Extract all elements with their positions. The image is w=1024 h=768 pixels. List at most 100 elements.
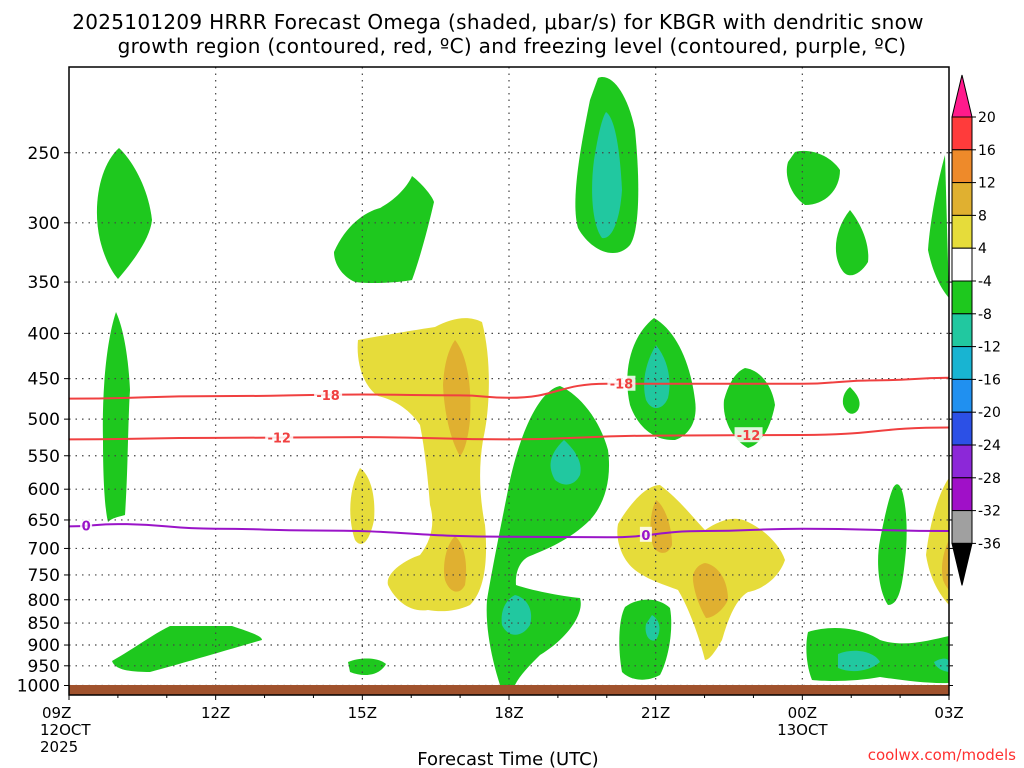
x-tick-sublabel: 13OCT	[777, 721, 828, 739]
y-tick-label: 1000	[17, 677, 60, 697]
contour-label-bg	[265, 429, 294, 445]
y-tick-label: 350	[28, 273, 60, 293]
contours: -18 -18 -12 -12 0 0	[69, 375, 949, 544]
colorbar-swatch	[951, 149, 973, 184]
y-tick-label: 450	[28, 370, 60, 390]
y-tick-label: 550	[28, 447, 60, 467]
omega-region-teal	[550, 440, 581, 485]
omega-region-orange	[443, 340, 471, 456]
omega-region-green	[334, 176, 434, 284]
y-tick-label: 850	[28, 614, 60, 634]
colorbar-triangle-top	[951, 74, 973, 118]
x-tick-label: 00Z	[788, 704, 817, 722]
omega-region-teal	[501, 595, 532, 635]
colorbar-label: -28	[978, 471, 1001, 487]
omega-region-green	[786, 150, 840, 205]
contour-line-dgz_-12C	[69, 426, 949, 441]
y-tick-label: 650	[28, 511, 60, 531]
omega-region-green	[842, 387, 860, 414]
contour-label-bg	[314, 386, 343, 402]
credit-text: coolwx.com/models	[868, 746, 1016, 764]
colorbar-swatch	[951, 182, 973, 216]
colorbar-label: -20	[978, 405, 1001, 421]
colorbar-label: -4	[978, 274, 992, 290]
omega-region-orange	[941, 540, 949, 590]
chart-title-line-1: 2025101209 HRRR Forecast Omega (shaded, …	[72, 10, 924, 34]
colorbar-triangle-bottom	[951, 542, 973, 586]
x-tick-label: 18Z	[494, 704, 523, 722]
colorbar-swatch	[951, 313, 973, 348]
colorbar-label: -12	[978, 340, 1001, 356]
x-tick-label: 15Z	[348, 704, 377, 722]
contour-label-bg	[734, 427, 763, 443]
grid	[69, 67, 949, 695]
contour-label: -12	[267, 432, 291, 447]
omega-region-green	[878, 484, 907, 605]
omega-region-orange	[444, 536, 467, 592]
colorbar-label: -32	[978, 504, 1001, 520]
x-tick-label: 09Z	[42, 704, 71, 722]
y-axis: 2503003504004505005506006507007508008509…	[17, 144, 953, 697]
y-tick-label: 600	[28, 480, 60, 500]
y-tick-label: 300	[28, 214, 60, 234]
contour-label: -18	[610, 378, 634, 393]
x-tick-label: 12Z	[201, 704, 230, 722]
contour-label-bg	[639, 526, 652, 542]
colorbar-swatch	[951, 247, 973, 282]
y-tick-label: 750	[28, 566, 60, 586]
colorbar-swatch	[951, 378, 973, 413]
contour-line-dgz_-18C	[69, 376, 949, 400]
colorbar-swatch	[951, 477, 973, 512]
y-tick-label: 700	[28, 539, 60, 559]
omega-region-teal	[934, 658, 949, 672]
x-tick-sublabel: 12OCT	[40, 721, 91, 739]
colorbar-swatch	[951, 214, 973, 249]
omega-region-teal	[644, 345, 670, 409]
contour-label-bg	[607, 375, 636, 391]
omega-region-green	[102, 312, 130, 522]
colorbar-label: 4	[978, 241, 987, 257]
x-tick-sublabel: 2025	[40, 738, 78, 756]
y-tick-label: 250	[28, 144, 60, 164]
x-tick-label: 21Z	[641, 704, 670, 722]
contour-label-bg	[80, 517, 93, 533]
contour-label: -12	[737, 429, 761, 444]
y-tick-label: 500	[28, 410, 60, 430]
colorbar-label: 12	[978, 176, 996, 192]
omega-region-green	[348, 658, 386, 676]
contour-label: 0	[641, 529, 650, 544]
omega-region-green	[96, 148, 152, 279]
omega-region-green	[928, 155, 949, 298]
colorbar-label: -36	[978, 536, 1001, 552]
colorbar-label: -24	[978, 438, 1001, 454]
contour-label: -18	[316, 389, 340, 404]
colorbar-swatch	[951, 411, 973, 446]
y-tick-label: 900	[28, 636, 60, 656]
omega-region-orange	[692, 563, 728, 618]
omega-region-teal	[592, 112, 622, 239]
omega-region-yellow	[350, 468, 375, 544]
colorbar-label: 8	[978, 208, 987, 224]
omega-region-green	[112, 626, 262, 672]
colorbar-swatch	[951, 280, 973, 315]
omega-region-orange	[650, 500, 672, 553]
colorbar-swatch	[951, 444, 973, 479]
colorbar-label: 20	[978, 110, 996, 126]
colorbar-label: -8	[978, 307, 992, 323]
chart-title-line-2: growth region (contoured, red, ºC) and f…	[118, 34, 907, 58]
colorbar-swatch	[951, 346, 973, 380]
ground-band	[69, 685, 949, 695]
y-tick-label: 950	[28, 657, 60, 677]
contour-label: 0	[82, 520, 91, 535]
x-tick-label: 03Z	[934, 704, 963, 722]
y-tick-label: 400	[28, 324, 60, 344]
colorbar-swatch	[951, 510, 973, 544]
x-axis-title: Forecast Time (UTC)	[417, 749, 598, 768]
colorbar-swatch	[951, 116, 973, 151]
omega-region-green	[835, 210, 869, 276]
omega-region-teal	[645, 615, 660, 641]
omega-region-green	[619, 599, 672, 680]
colorbar-label: 16	[978, 143, 996, 159]
